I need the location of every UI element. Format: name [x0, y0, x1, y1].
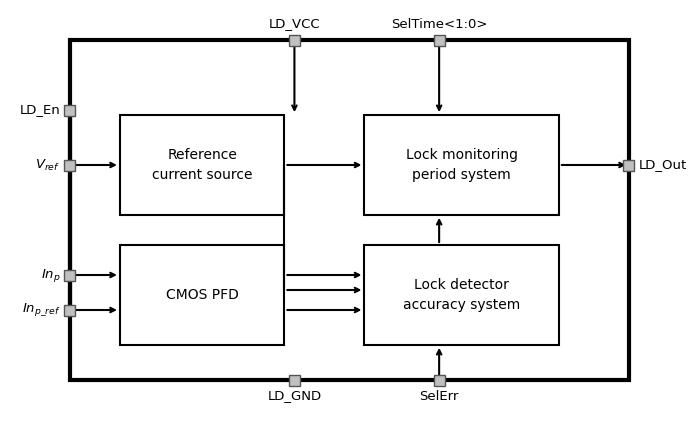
- Bar: [289, 374, 300, 385]
- Text: $In_p$: $In_p$: [41, 267, 60, 284]
- Text: Lock detector
accuracy system: Lock detector accuracy system: [403, 278, 520, 312]
- Text: SelTime<1:0>: SelTime<1:0>: [391, 17, 487, 31]
- Text: LD_VCC: LD_VCC: [269, 17, 320, 31]
- Bar: [434, 374, 444, 385]
- Text: $V_{ref}$: $V_{ref}$: [36, 157, 60, 173]
- Bar: [364, 115, 559, 215]
- Text: LD_Out: LD_Out: [638, 159, 687, 171]
- Bar: [70, 40, 629, 380]
- Bar: [120, 115, 284, 215]
- Bar: [434, 34, 444, 45]
- Bar: [64, 104, 76, 115]
- Bar: [364, 245, 559, 345]
- Bar: [64, 304, 76, 315]
- Text: Reference
current source: Reference current source: [152, 148, 253, 182]
- Text: CMOS PFD: CMOS PFD: [166, 288, 239, 302]
- Bar: [64, 159, 76, 170]
- Text: Lock monitoring
period system: Lock monitoring period system: [405, 148, 517, 182]
- Text: LD_En: LD_En: [20, 103, 60, 117]
- Bar: [289, 34, 300, 45]
- Text: $In_{p\_ref}$: $In_{p\_ref}$: [22, 301, 60, 318]
- Bar: [623, 159, 634, 170]
- Bar: [64, 270, 76, 281]
- Text: SelErr: SelErr: [419, 390, 459, 402]
- Bar: [120, 245, 284, 345]
- Text: LD_GND: LD_GND: [267, 390, 321, 402]
